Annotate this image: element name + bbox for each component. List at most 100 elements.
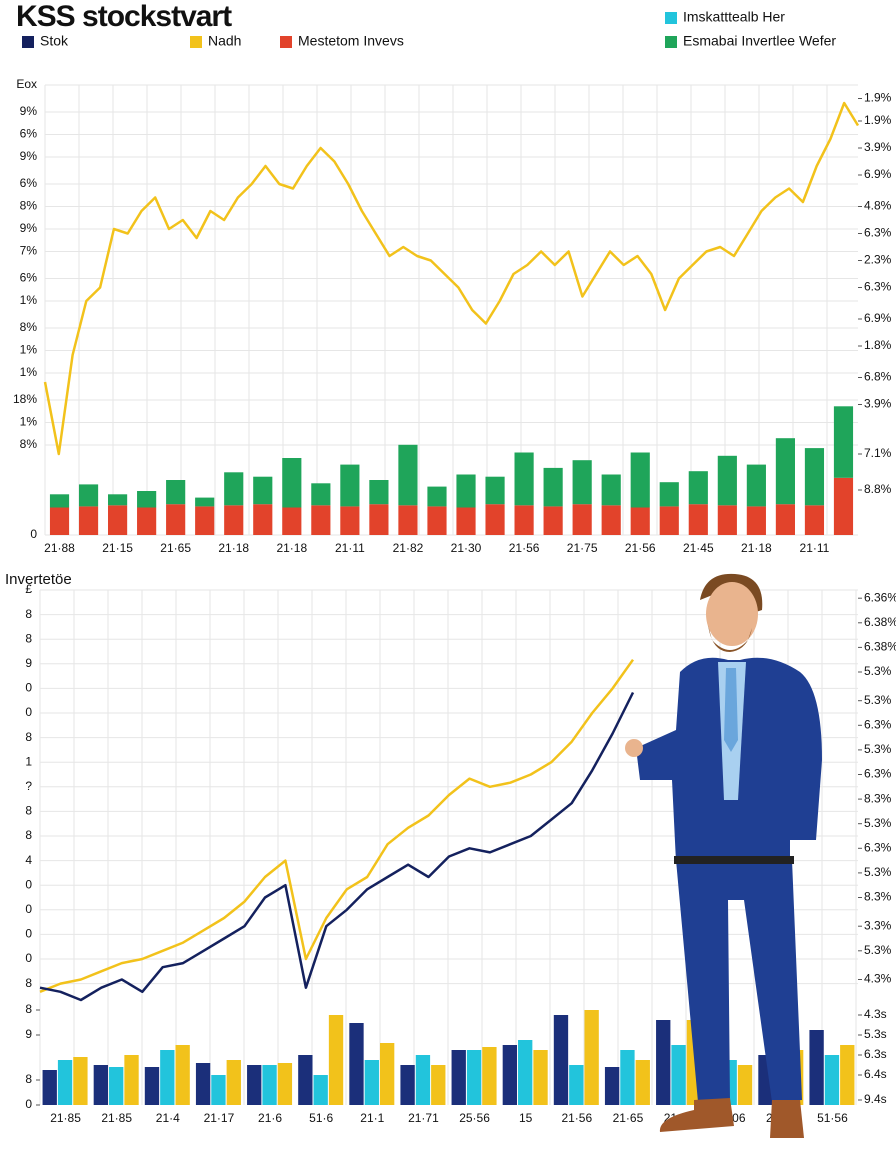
bar: [78, 506, 99, 535]
y-tick-label: 8: [25, 976, 32, 990]
y2-tick-label: 1.9%: [864, 91, 892, 105]
y2-tick-label: 6.3%: [864, 767, 892, 781]
line-series: [39, 658, 635, 993]
y2-tick-label: 5.3%: [864, 816, 892, 830]
y-tick-label: 1%: [20, 415, 38, 429]
y-tick-label: 8: [25, 1072, 32, 1086]
y-tick-label: 0: [25, 681, 32, 695]
x-tick-label: 21·56: [509, 541, 540, 555]
bar: [451, 1050, 466, 1105]
legend-label: Stok: [40, 33, 69, 49]
y2-tick-label: 5.3%: [864, 943, 892, 957]
bar: [253, 504, 273, 535]
bar: [569, 1065, 584, 1105]
bar: [398, 505, 418, 535]
bar: [746, 464, 766, 507]
y2-tick-label: 5.3s: [864, 1027, 887, 1041]
y2-tick-label: 1.9%: [864, 113, 892, 127]
bar: [262, 1065, 277, 1105]
bar: [824, 1055, 840, 1105]
bar: [466, 1050, 482, 1105]
bar: [688, 471, 708, 505]
y2-tick-label: 6.3%: [864, 840, 892, 854]
y2-tick-label: 3.9%: [864, 397, 892, 411]
y2-tick-label: 6.38%: [864, 615, 896, 629]
y2-tick-label: 8.3%: [864, 791, 892, 805]
y-tick-label: 1%: [20, 365, 38, 379]
x-tick-label: 15: [519, 1111, 533, 1125]
bar: [737, 1065, 753, 1105]
bar: [166, 480, 186, 505]
bar: [415, 1055, 431, 1105]
bar: [620, 1050, 635, 1105]
x-tick-label: 21·85: [101, 1111, 132, 1125]
y-tick-label: 0: [25, 951, 32, 965]
bar: [746, 506, 766, 535]
y-tick-label: 8: [25, 804, 32, 818]
bar: [656, 1020, 671, 1105]
bar: [630, 452, 650, 508]
bar: [277, 1063, 293, 1105]
x-tick-label: 21·65: [613, 1111, 644, 1125]
bar: [543, 506, 563, 535]
bar: [49, 494, 70, 508]
legend-label: Mestetom Invevs: [298, 33, 404, 49]
x-tick-label: 21·82: [393, 541, 424, 555]
y-tick-label: 8: [25, 730, 32, 744]
line-series: [43, 101, 860, 456]
y2-tick-label: 6.38%: [864, 640, 896, 654]
bar: [93, 1065, 109, 1105]
bar: [518, 1040, 533, 1105]
y-tick-label: 0: [25, 902, 32, 916]
y-tick-label: 8%: [20, 199, 38, 213]
bar: [502, 1045, 518, 1105]
y-tick-label: Eox: [16, 77, 37, 91]
bar: [57, 1060, 73, 1105]
bar: [73, 1057, 88, 1105]
bar: [253, 476, 273, 505]
y2-tick-label: 3.3%: [864, 918, 892, 932]
businessman-illustration: [625, 573, 822, 1138]
bar: [572, 504, 592, 535]
x-tick-label: 21·85: [50, 1111, 81, 1125]
bar: [313, 1075, 328, 1105]
y2-tick-label: 7.1%: [864, 446, 892, 460]
bar: [144, 1067, 160, 1105]
bar: [601, 505, 621, 535]
bar: [328, 1015, 344, 1105]
legend-swatch: [190, 36, 202, 48]
y-tick-label: 0: [25, 705, 32, 719]
x-tick-label: 51·6: [309, 1111, 333, 1125]
y-tick-label: 7%: [20, 244, 38, 258]
bar: [311, 483, 331, 506]
bar: [431, 1065, 446, 1105]
y2-tick-label: 5.3%: [864, 664, 892, 678]
x-tick-label: 21·1: [360, 1111, 384, 1125]
y-tick-label: 9%: [20, 221, 38, 235]
bar: [482, 1047, 497, 1105]
bar: [124, 1055, 139, 1105]
chart-title: KSS stockstvart: [16, 0, 232, 33]
legend-swatch: [665, 36, 677, 48]
x-tick-label: 21·11: [800, 541, 830, 555]
bar: [514, 505, 534, 535]
legend-swatch: [280, 36, 292, 48]
bar: [379, 1043, 395, 1105]
chart-title: Invertetöe: [5, 571, 72, 588]
bar: [364, 1060, 379, 1105]
bar: [601, 474, 621, 506]
y-tick-label: ?: [25, 779, 32, 793]
bar: [809, 1030, 824, 1105]
x-tick-label: 21·45: [683, 541, 714, 555]
y2-tick-label: 5.3%: [864, 865, 892, 879]
y2-tick-label: 8.8%: [864, 482, 892, 496]
x-tick-label: 21·75: [567, 541, 598, 555]
bar: [137, 507, 157, 535]
y2-tick-label: 3.9%: [864, 140, 892, 154]
bar: [804, 505, 825, 535]
y2-tick-label: 6.8%: [864, 370, 892, 384]
bar: [572, 460, 592, 505]
bar: [42, 1070, 57, 1105]
y-tick-label: 1%: [20, 343, 38, 357]
